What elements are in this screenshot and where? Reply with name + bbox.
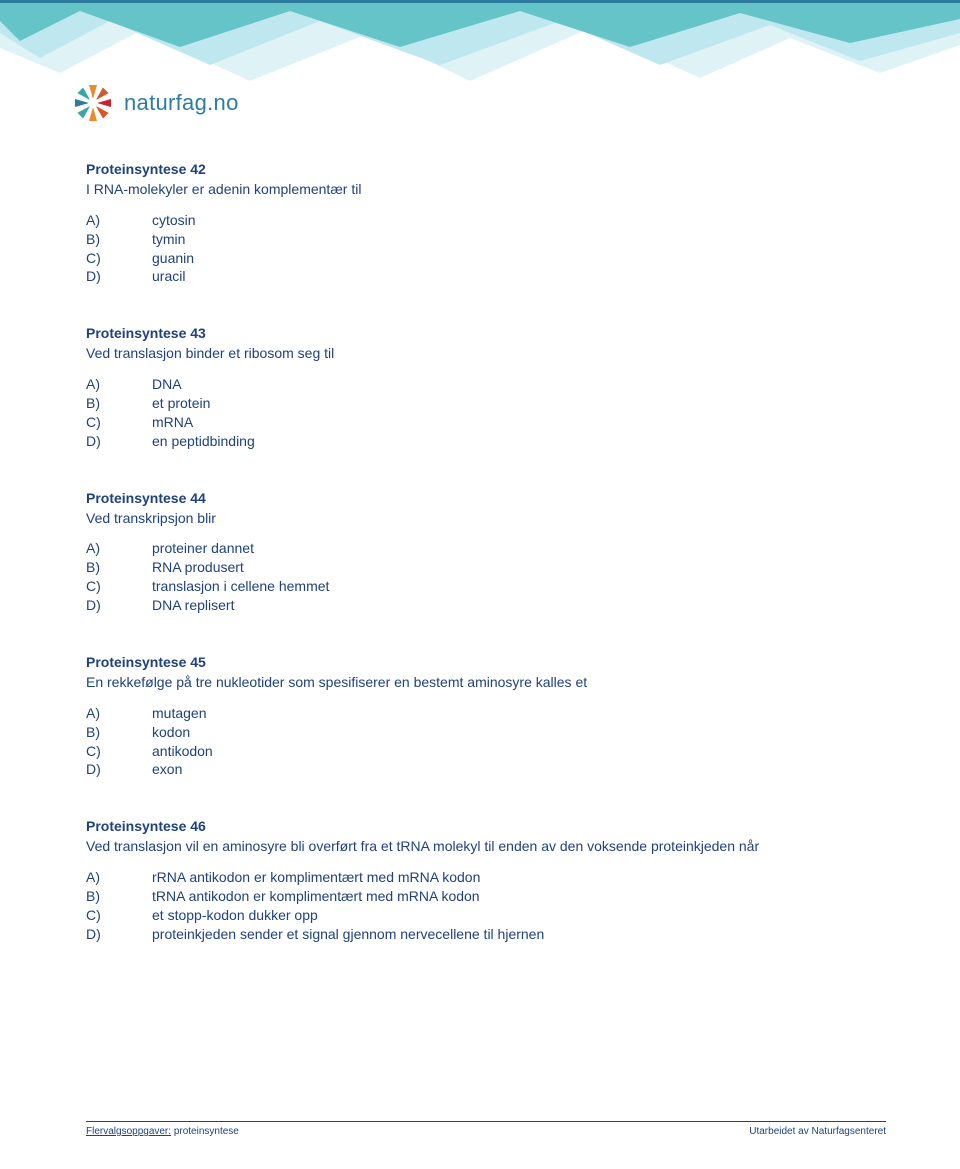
option-d: D)uracil: [86, 267, 876, 286]
option-b: B)RNA produsert: [86, 558, 876, 577]
option-a: A)DNA: [86, 375, 876, 394]
option-letter: C): [86, 577, 152, 596]
option-text: kodon: [152, 723, 876, 742]
option-text: tymin: [152, 230, 876, 249]
option-a: A)rRNA antikodon er komplimentært med mR…: [86, 868, 876, 887]
option-letter: B): [86, 394, 152, 413]
page-footer: Flervalgsoppgaver: proteinsyntese Utarbe…: [86, 1121, 886, 1137]
option-text: rRNA antikodon er komplimentært med mRNA…: [152, 868, 876, 887]
question-prompt: Ved transkripsjon blir: [86, 509, 876, 528]
option-c: C)translasjon i cellene hemmet: [86, 577, 876, 596]
footer-left-label: Flervalgsoppgaver:: [86, 1126, 171, 1137]
site-logo: naturfag.no: [70, 80, 239, 126]
option-text: DNA replisert: [152, 596, 876, 615]
logo-sun-icon: [70, 80, 116, 126]
option-letter: A): [86, 868, 152, 887]
option-letter: D): [86, 596, 152, 615]
content-area: Proteinsyntese 42 I RNA-molekyler er ade…: [86, 160, 876, 982]
question-options: A)mutagen B)kodon C)antikodon D)exon: [86, 704, 876, 780]
question-prompt: Ved translasjon vil en aminosyre bli ove…: [86, 837, 876, 856]
option-letter: A): [86, 211, 152, 230]
question-title: Proteinsyntese 46: [86, 817, 876, 836]
question-45: Proteinsyntese 45 En rekkefølge på tre n…: [86, 653, 876, 779]
option-text: mRNA: [152, 413, 876, 432]
option-letter: D): [86, 760, 152, 779]
question-title: Proteinsyntese 45: [86, 653, 876, 672]
option-text: proteinkjeden sender et signal gjennom n…: [152, 925, 876, 944]
option-letter: B): [86, 558, 152, 577]
option-b: B)et protein: [86, 394, 876, 413]
option-letter: D): [86, 925, 152, 944]
page: naturfag.no Proteinsyntese 42 I RNA-mole…: [0, 0, 960, 1169]
option-letter: D): [86, 267, 152, 286]
option-b: B)tRNA antikodon er komplimentært med mR…: [86, 887, 876, 906]
option-letter: C): [86, 413, 152, 432]
question-options: A)rRNA antikodon er komplimentært med mR…: [86, 868, 876, 944]
option-letter: B): [86, 723, 152, 742]
option-letter: C): [86, 906, 152, 925]
option-d: D)proteinkjeden sender et signal gjennom…: [86, 925, 876, 944]
question-options: A)cytosin B)tymin C)guanin D)uracil: [86, 211, 876, 287]
option-text: uracil: [152, 267, 876, 286]
question-title: Proteinsyntese 42: [86, 160, 876, 179]
option-text: antikodon: [152, 742, 876, 761]
option-c: C)et stopp-kodon dukker opp: [86, 906, 876, 925]
option-text: proteiner dannet: [152, 539, 876, 558]
option-text: mutagen: [152, 704, 876, 723]
option-a: A)proteiner dannet: [86, 539, 876, 558]
option-b: B)tymin: [86, 230, 876, 249]
option-letter: C): [86, 742, 152, 761]
option-letter: A): [86, 375, 152, 394]
question-prompt: Ved translasjon binder et ribosom seg ti…: [86, 344, 876, 363]
option-text: RNA produsert: [152, 558, 876, 577]
option-c: C)mRNA: [86, 413, 876, 432]
option-text: et stopp-kodon dukker opp: [152, 906, 876, 925]
question-prompt: I RNA-molekyler er adenin komplementær t…: [86, 180, 876, 199]
option-text: et protein: [152, 394, 876, 413]
option-text: cytosin: [152, 211, 876, 230]
option-d: D)en peptidbinding: [86, 432, 876, 451]
site-name: naturfag.no: [124, 90, 239, 116]
option-text: guanin: [152, 249, 876, 268]
option-a: A)mutagen: [86, 704, 876, 723]
option-letter: B): [86, 887, 152, 906]
footer-left-topic: proteinsyntese: [174, 1126, 239, 1137]
question-prompt: En rekkefølge på tre nukleotider som spe…: [86, 673, 876, 692]
question-options: A)proteiner dannet B)RNA produsert C)tra…: [86, 539, 876, 615]
footer-left: Flervalgsoppgaver: proteinsyntese: [86, 1126, 239, 1137]
option-letter: C): [86, 249, 152, 268]
footer-right: Utarbeidet av Naturfagsenteret: [749, 1126, 886, 1137]
option-d: D)DNA replisert: [86, 596, 876, 615]
option-text: DNA: [152, 375, 876, 394]
question-42: Proteinsyntese 42 I RNA-molekyler er ade…: [86, 160, 876, 286]
question-44: Proteinsyntese 44 Ved transkripsjon blir…: [86, 489, 876, 615]
question-46: Proteinsyntese 46 Ved translasjon vil en…: [86, 817, 876, 943]
option-text: tRNA antikodon er komplimentært med mRNA…: [152, 887, 876, 906]
option-d: D)exon: [86, 760, 876, 779]
question-title: Proteinsyntese 43: [86, 324, 876, 343]
option-text: en peptidbinding: [152, 432, 876, 451]
question-title: Proteinsyntese 44: [86, 489, 876, 508]
logo-text: naturfag.no: [124, 90, 239, 116]
option-c: C)antikodon: [86, 742, 876, 761]
option-c: C)guanin: [86, 249, 876, 268]
question-43: Proteinsyntese 43 Ved translasjon binder…: [86, 324, 876, 450]
option-text: exon: [152, 760, 876, 779]
option-letter: A): [86, 539, 152, 558]
option-a: A)cytosin: [86, 211, 876, 230]
option-letter: A): [86, 704, 152, 723]
question-options: A)DNA B)et protein C)mRNA D)en peptidbin…: [86, 375, 876, 451]
option-letter: D): [86, 432, 152, 451]
option-text: translasjon i cellene hemmet: [152, 577, 876, 596]
option-letter: B): [86, 230, 152, 249]
option-b: B)kodon: [86, 723, 876, 742]
